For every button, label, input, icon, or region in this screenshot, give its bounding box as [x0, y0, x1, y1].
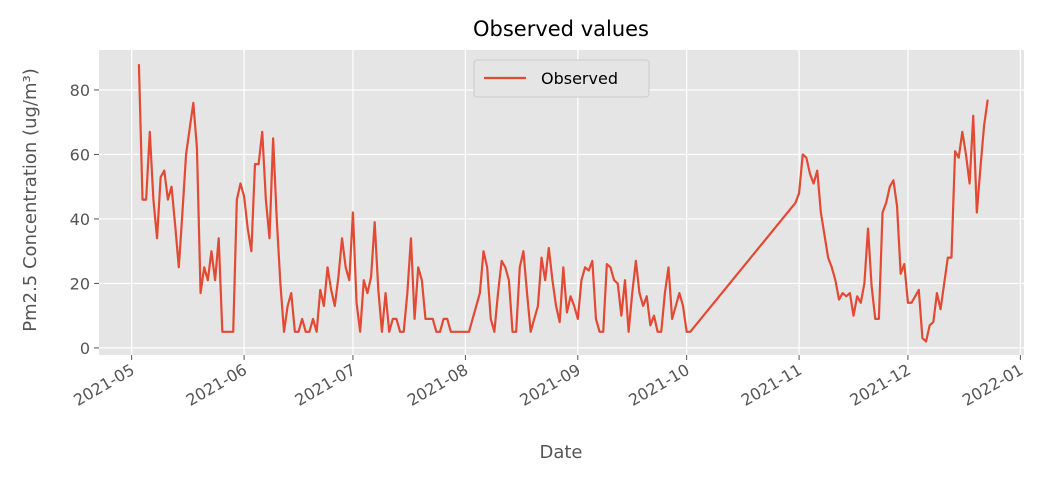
data-line [137, 64, 989, 343]
x-tick-label: 2022-01 [959, 360, 1026, 410]
x-tick-label: 2021-12 [847, 360, 914, 410]
y-axis-label: Pm2.5 Concentration (ug/m³) [20, 68, 41, 332]
x-tick-label: 2021-11 [738, 360, 805, 410]
x-tick-label: 2021-06 [183, 360, 250, 410]
legend-label: Observed [541, 69, 618, 88]
x-tick-label: 2021-05 [70, 360, 137, 410]
y-tick-label: 0 [80, 339, 90, 358]
x-axis-label: Date [539, 442, 582, 463]
y-tick-label: 80 [70, 81, 90, 100]
x-tick-label: 2021-09 [516, 360, 583, 410]
legend-box [473, 59, 650, 98]
y-tick-label: 60 [70, 145, 90, 164]
y-tick-label: 40 [70, 210, 90, 229]
x-tick-label: 2021-08 [404, 360, 471, 410]
x-tick-label: 2021-07 [292, 360, 359, 410]
chart-title: Observed values [473, 17, 649, 41]
y-tick-label: 20 [70, 274, 90, 293]
x-tick-label: 2021-10 [625, 360, 692, 410]
